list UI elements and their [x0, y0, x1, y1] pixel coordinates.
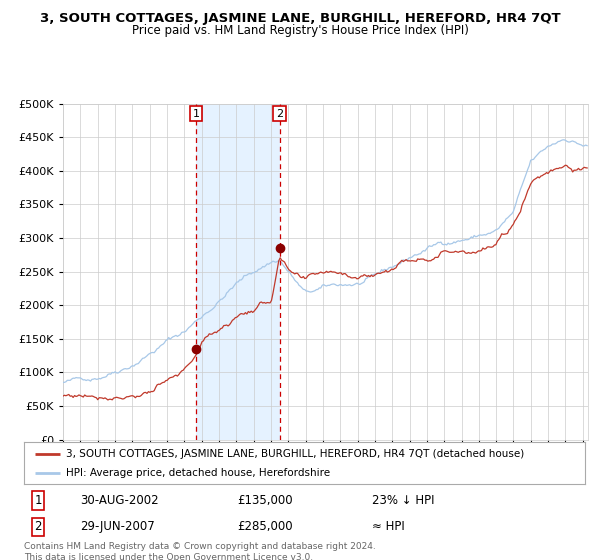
Text: £135,000: £135,000	[237, 494, 293, 507]
Text: 23% ↓ HPI: 23% ↓ HPI	[372, 494, 434, 507]
Text: 29-JUN-2007: 29-JUN-2007	[80, 520, 155, 533]
Text: ≈ HPI: ≈ HPI	[372, 520, 404, 533]
Bar	[196, 104, 280, 440]
Text: Contains HM Land Registry data © Crown copyright and database right 2024.
This d: Contains HM Land Registry data © Crown c…	[24, 542, 376, 560]
Text: 1: 1	[193, 109, 199, 119]
Text: 2: 2	[34, 520, 42, 533]
Text: 30-AUG-2002: 30-AUG-2002	[80, 494, 159, 507]
Text: HPI: Average price, detached house, Herefordshire: HPI: Average price, detached house, Here…	[66, 468, 330, 478]
Text: Price paid vs. HM Land Registry's House Price Index (HPI): Price paid vs. HM Land Registry's House …	[131, 24, 469, 37]
Text: £285,000: £285,000	[237, 520, 293, 533]
Text: 3, SOUTH COTTAGES, JASMINE LANE, BURGHILL, HEREFORD, HR4 7QT (detached house): 3, SOUTH COTTAGES, JASMINE LANE, BURGHIL…	[66, 449, 524, 459]
Text: 1: 1	[34, 494, 42, 507]
Text: 3, SOUTH COTTAGES, JASMINE LANE, BURGHILL, HEREFORD, HR4 7QT: 3, SOUTH COTTAGES, JASMINE LANE, BURGHIL…	[40, 12, 560, 25]
Text: 2: 2	[276, 109, 283, 119]
